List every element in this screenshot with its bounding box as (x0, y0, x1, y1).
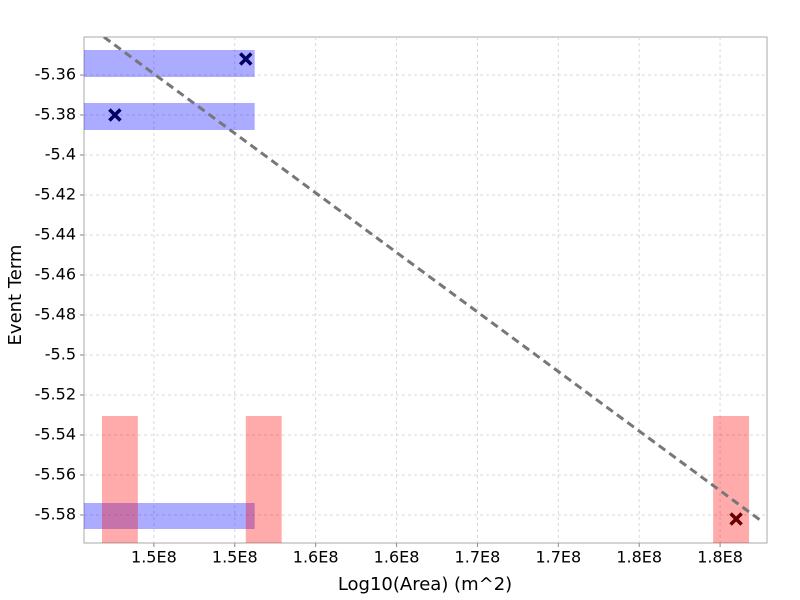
y-tick-label: -5.4 (45, 145, 76, 164)
range-band (84, 50, 255, 77)
y-tick-label: -5.42 (35, 185, 76, 204)
grid (84, 37, 767, 543)
x-tick-label: 1.5E8 (131, 548, 177, 567)
x-tick-label: 1.7E8 (455, 548, 501, 567)
trend-line (103, 37, 761, 522)
plot-area (83, 36, 768, 544)
y-tick-label: -5.36 (35, 65, 76, 84)
y-axis-label: Event Term (5, 245, 26, 346)
x-tick-label: 1.7E8 (535, 548, 581, 567)
x-axis-label: Log10(Area) (m^2) (338, 574, 512, 595)
marker (239, 52, 253, 66)
y-tick-label: -5.38 (35, 105, 76, 124)
x-tick-label: 1.8E8 (697, 548, 743, 567)
x-tick-label: 1.8E8 (616, 548, 662, 567)
y-tick-label: -5.48 (35, 305, 76, 324)
marker (108, 108, 122, 122)
y-tick-label: -5.44 (35, 225, 76, 244)
plot-layer (84, 37, 761, 543)
range-band (84, 503, 255, 529)
x-tick-label: 1.5E8 (212, 548, 258, 567)
marker (729, 512, 743, 526)
y-tick-label: -5.5 (45, 345, 76, 364)
y-tick-label: -5.58 (35, 505, 76, 524)
range-band (101, 416, 138, 543)
y-tick-label: -5.56 (35, 465, 76, 484)
y-tick-label: -5.52 (35, 385, 76, 404)
y-tick-label: -5.46 (35, 265, 76, 284)
x-tick-label: 1.6E8 (293, 548, 339, 567)
y-tick-label: -5.54 (35, 425, 76, 444)
range-band (245, 416, 282, 543)
range-band (84, 103, 255, 130)
x-tick-label: 1.6E8 (374, 548, 420, 567)
